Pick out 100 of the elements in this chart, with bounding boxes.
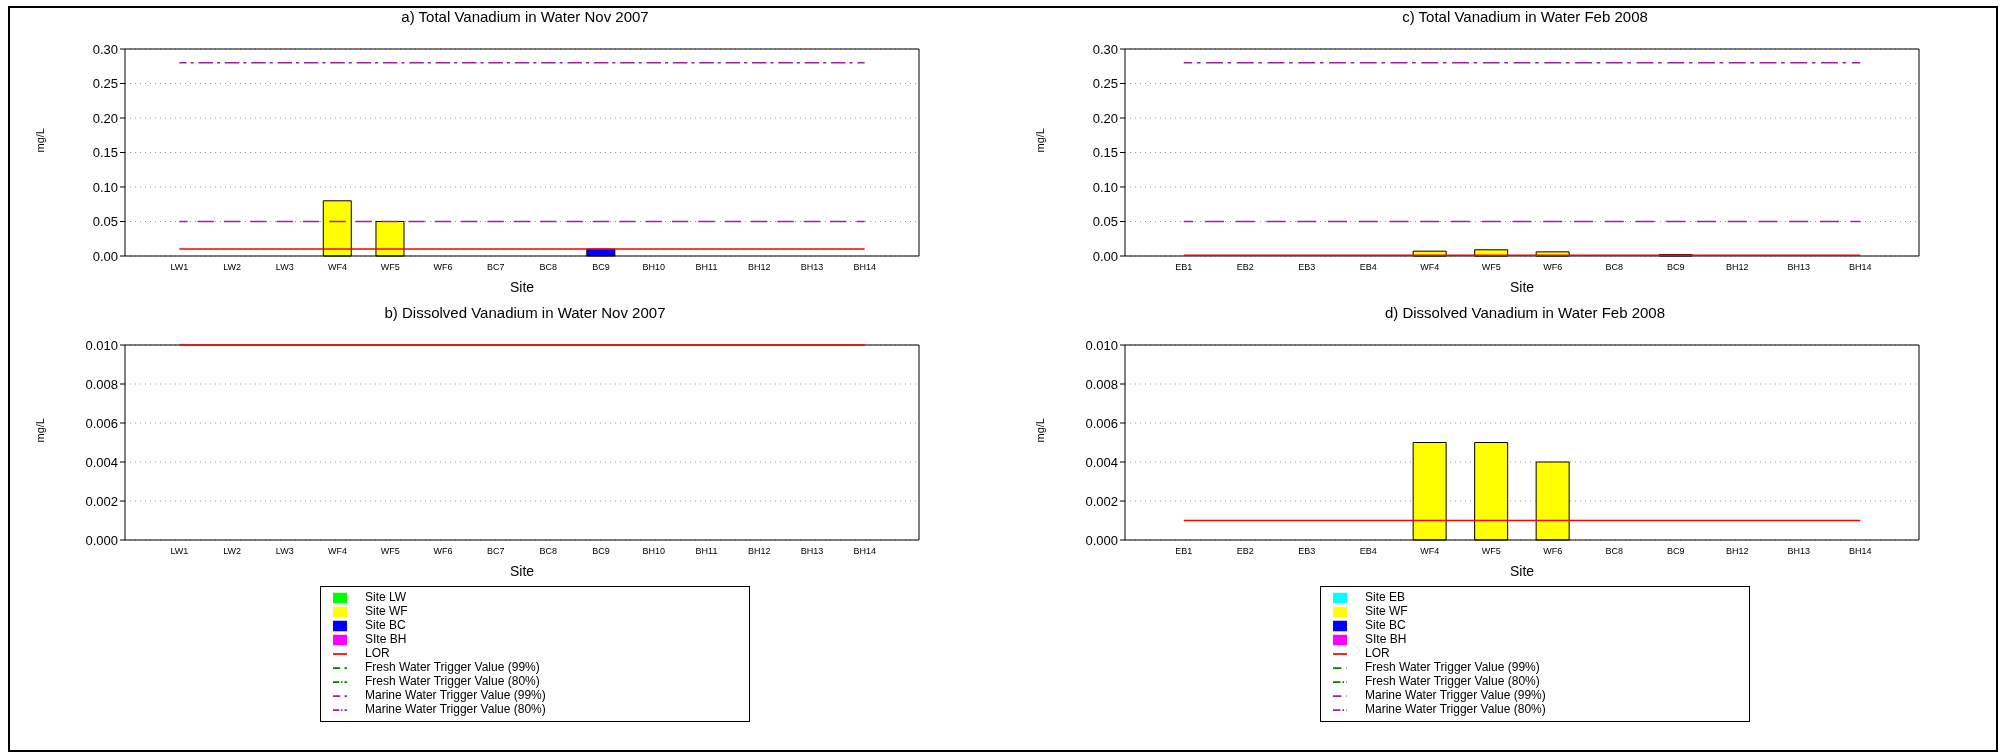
legend-label: Fresh Water Trigger Value (80%) bbox=[365, 674, 540, 689]
x-tick-label: BH14 bbox=[1848, 262, 1872, 273]
legend-label: LOR bbox=[365, 646, 390, 661]
x-tick-label: EB1 bbox=[1175, 262, 1193, 273]
legend-label: SIte BH bbox=[365, 632, 407, 647]
x-tick-label: EB2 bbox=[1236, 262, 1254, 273]
legend-label: Site LW bbox=[365, 590, 407, 605]
x-axis-title: Site bbox=[1509, 279, 1535, 295]
y-axis-title: mg/L bbox=[1033, 418, 1046, 443]
x-tick-label: WF6 bbox=[1543, 262, 1563, 273]
y-tick-label: 0.10 bbox=[1092, 179, 1118, 195]
y-tick-label: 0.15 bbox=[92, 145, 118, 161]
x-axis-title: Site bbox=[509, 563, 535, 579]
x-tick-label: BH13 bbox=[800, 546, 824, 557]
legend-label: Fresh Water Trigger Value (99%) bbox=[365, 660, 540, 675]
y-tick-label: 0.20 bbox=[92, 110, 118, 126]
x-tick-label: BC9 bbox=[1666, 262, 1685, 273]
legend-label: Marine Water Trigger Value (80%) bbox=[1365, 702, 1546, 717]
x-tick-label: EB4 bbox=[1359, 546, 1377, 557]
y-tick-label: 0.002 bbox=[1085, 493, 1118, 509]
y-tick-label: 0.010 bbox=[85, 337, 118, 353]
x-tick-label: BC9 bbox=[1666, 546, 1685, 557]
x-tick-label: LW2 bbox=[223, 546, 241, 557]
x-tick-label: BH14 bbox=[1848, 546, 1872, 557]
x-tick-label: BH13 bbox=[800, 262, 824, 273]
x-tick-label: WF5 bbox=[380, 546, 400, 557]
x-tick-label: EB1 bbox=[1175, 546, 1193, 557]
y-axis-title: mg/L bbox=[1033, 128, 1046, 153]
x-tick-label: WF4 bbox=[1420, 262, 1440, 273]
chart-title: b) Dissolved Vanadium in Water Nov 2007 bbox=[383, 304, 667, 323]
y-tick-label: 0.00 bbox=[92, 248, 118, 264]
y-tick-label: 0.004 bbox=[1085, 454, 1118, 470]
x-tick-label: LW3 bbox=[275, 546, 294, 557]
x-tick-label: BH14 bbox=[853, 262, 876, 273]
y-tick-label: 0.002 bbox=[85, 493, 118, 509]
x-tick-label: WF6 bbox=[433, 546, 453, 557]
x-tick-label: WF6 bbox=[1543, 546, 1563, 557]
legend-label: Site WF bbox=[365, 604, 408, 619]
legend-label: Fresh Water Trigger Value (80%) bbox=[1365, 674, 1540, 689]
x-tick-label: WF5 bbox=[1481, 262, 1501, 273]
x-tick-label: WF4 bbox=[328, 546, 347, 557]
y-tick-label: 0.30 bbox=[1092, 41, 1118, 57]
x-tick-label: LW1 bbox=[170, 546, 189, 557]
y-tick-label: 0.008 bbox=[1085, 376, 1118, 392]
x-tick-label: BH12 bbox=[1725, 546, 1749, 557]
y-tick-label: 0.000 bbox=[85, 532, 118, 548]
x-tick-label: BC7 bbox=[486, 262, 505, 273]
x-tick-label: WF4 bbox=[328, 262, 347, 273]
legend-label: Site BC bbox=[365, 618, 406, 633]
y-axis-title: mg/L bbox=[33, 128, 46, 153]
y-tick-label: 0.008 bbox=[85, 376, 118, 392]
chart-title: a) Total Vanadium in Water Nov 2007 bbox=[400, 8, 650, 27]
x-tick-label: BH12 bbox=[747, 546, 771, 557]
x-tick-label: BC9 bbox=[592, 546, 610, 557]
x-tick-label: BC8 bbox=[539, 546, 558, 557]
x-tick-label: BC8 bbox=[539, 262, 558, 273]
legend-label: Site BC bbox=[1365, 618, 1406, 633]
x-tick-label: BH11 bbox=[695, 262, 718, 273]
x-tick-label: BC8 bbox=[1605, 262, 1624, 273]
legend-label: Marine Water Trigger Value (99%) bbox=[1365, 688, 1546, 703]
x-tick-label: LW2 bbox=[223, 262, 241, 273]
x-tick-label: EB2 bbox=[1236, 546, 1254, 557]
x-tick-label: BC9 bbox=[592, 262, 610, 273]
x-tick-label: LW3 bbox=[275, 262, 294, 273]
y-tick-label: 0.20 bbox=[1092, 110, 1118, 126]
x-tick-label: WF5 bbox=[1481, 546, 1501, 557]
y-tick-label: 0.006 bbox=[1085, 415, 1118, 431]
y-tick-label: 0.30 bbox=[92, 41, 118, 57]
chart-title: d) Dissolved Vanadium in Water Feb 2008 bbox=[1383, 304, 1667, 323]
legend-label: Fresh Water Trigger Value (99%) bbox=[1365, 660, 1540, 675]
x-tick-label: BH10 bbox=[642, 262, 666, 273]
x-tick-label: BC8 bbox=[1605, 546, 1624, 557]
x-tick-label: BH12 bbox=[1725, 262, 1749, 273]
legend-label: LOR bbox=[1365, 646, 1390, 661]
y-tick-label: 0.05 bbox=[92, 214, 118, 230]
y-tick-label: 0.010 bbox=[1085, 337, 1118, 353]
y-tick-label: 0.006 bbox=[85, 415, 118, 431]
x-tick-label: LW1 bbox=[170, 262, 189, 273]
y-tick-label: 0.10 bbox=[92, 179, 118, 195]
x-tick-label: WF6 bbox=[433, 262, 453, 273]
y-tick-label: 0.000 bbox=[1085, 532, 1118, 548]
x-tick-label: EB3 bbox=[1298, 546, 1316, 557]
x-tick-label: BH14 bbox=[853, 546, 876, 557]
y-tick-label: 0.25 bbox=[92, 76, 118, 92]
legend-label: Marine Water Trigger Value (80%) bbox=[365, 702, 546, 717]
x-tick-label: BH13 bbox=[1787, 546, 1811, 557]
x-tick-label: BC7 bbox=[486, 546, 505, 557]
legend-label: Site EB bbox=[1365, 590, 1406, 605]
y-tick-label: 0.00 bbox=[1092, 248, 1118, 264]
x-tick-label: BH12 bbox=[747, 262, 771, 273]
legend-label: Site WF bbox=[1365, 604, 1408, 619]
y-tick-label: 0.25 bbox=[1092, 76, 1118, 92]
x-tick-label: BH13 bbox=[1787, 262, 1811, 273]
x-tick-label: BH10 bbox=[642, 546, 666, 557]
y-tick-label: 0.15 bbox=[1092, 145, 1118, 161]
x-axis-title: Site bbox=[1509, 563, 1535, 579]
x-tick-label: EB4 bbox=[1359, 262, 1377, 273]
chart-title: c) Total Vanadium in Water Feb 2008 bbox=[1401, 8, 1649, 27]
legend-label: Marine Water Trigger Value (99%) bbox=[365, 688, 546, 703]
x-tick-label: BH11 bbox=[695, 546, 718, 557]
